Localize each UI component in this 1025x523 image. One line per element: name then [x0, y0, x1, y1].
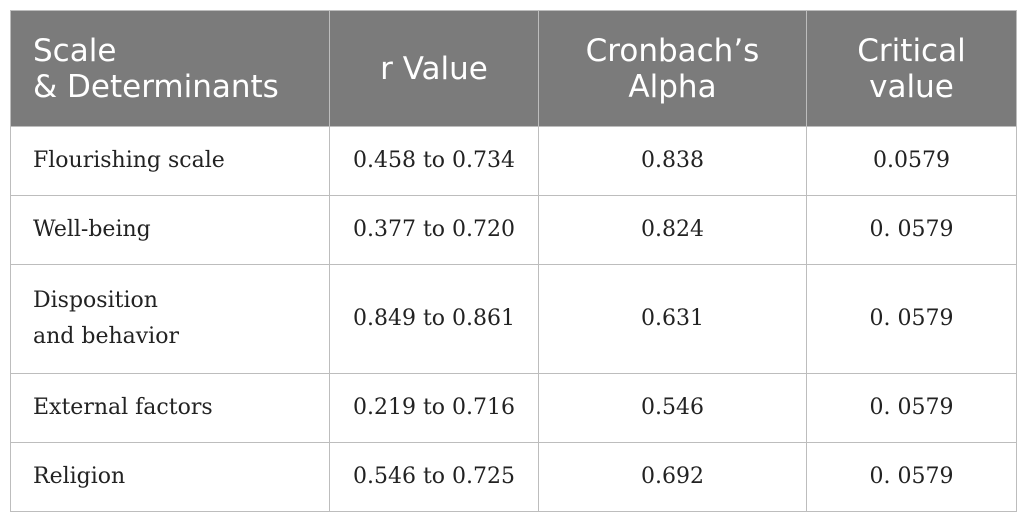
cell-scale-line: Flourishing scale	[33, 148, 225, 173]
header-critical-line-1: Critical	[857, 32, 966, 69]
table-row: Well-being 0.377 to 0.720 0.824 0. 0579	[10, 195, 1017, 265]
cell-scale-line: Religion	[33, 464, 126, 489]
cell-r-value: 0.849 to 0.861	[329, 264, 539, 374]
table-row: External factors 0.219 to 0.716 0.546 0.…	[10, 373, 1017, 443]
header-row: Scale & Determinants r Value Cronbach’s …	[10, 10, 1017, 127]
header-alpha-line-2: Alpha	[628, 68, 717, 105]
cell-critical: 0. 0579	[806, 264, 1017, 374]
header-critical-value: Critical value	[806, 10, 1017, 127]
cell-scale-line: Well-being	[33, 217, 151, 242]
cell-scale: Religion	[10, 442, 330, 512]
reliability-table: Scale & Determinants r Value Cronbach’s …	[10, 10, 1017, 512]
reliability-table-container: Scale & Determinants r Value Cronbach’s …	[10, 10, 1017, 512]
cell-alpha: 0.631	[538, 264, 807, 374]
cell-scale: External factors	[10, 373, 330, 443]
cell-alpha: 0.838	[538, 126, 807, 196]
cell-alpha: 0.546	[538, 373, 807, 443]
header-r-value-line-1: r Value	[380, 50, 488, 87]
cell-alpha: 0.824	[538, 195, 807, 265]
cell-r-value: 0.458 to 0.734	[329, 126, 539, 196]
cell-scale: Disposition and behavior	[10, 264, 330, 374]
header-scale-line-2: & Determinants	[33, 68, 279, 105]
table-row: Religion 0.546 to 0.725 0.692 0. 0579	[10, 442, 1017, 512]
table-row: Flourishing scale 0.458 to 0.734 0.838 0…	[10, 126, 1017, 196]
header-r-value: r Value	[329, 10, 539, 127]
cell-r-value: 0.219 to 0.716	[329, 373, 539, 443]
cell-scale-line: Disposition	[33, 288, 158, 313]
cell-r-value: 0.546 to 0.725	[329, 442, 539, 512]
cell-r-value: 0.377 to 0.720	[329, 195, 539, 265]
table-row: Disposition and behavior 0.849 to 0.861 …	[10, 264, 1017, 374]
cell-critical: 0. 0579	[806, 442, 1017, 512]
header-alpha-line-1: Cronbach’s	[585, 32, 760, 69]
cell-scale-line: External factors	[33, 395, 213, 420]
header-cronbachs-alpha: Cronbach’s Alpha	[538, 10, 807, 127]
cell-scale: Flourishing scale	[10, 126, 330, 196]
cell-critical: 0.0579	[806, 126, 1017, 196]
cell-scale: Well-being	[10, 195, 330, 265]
header-critical-line-2: value	[869, 68, 954, 105]
cell-critical: 0. 0579	[806, 373, 1017, 443]
cell-alpha: 0.692	[538, 442, 807, 512]
cell-critical: 0. 0579	[806, 195, 1017, 265]
header-scale-determinants: Scale & Determinants	[10, 10, 330, 127]
cell-scale-line: and behavior	[33, 324, 179, 349]
header-scale-line-1: Scale	[33, 32, 117, 69]
